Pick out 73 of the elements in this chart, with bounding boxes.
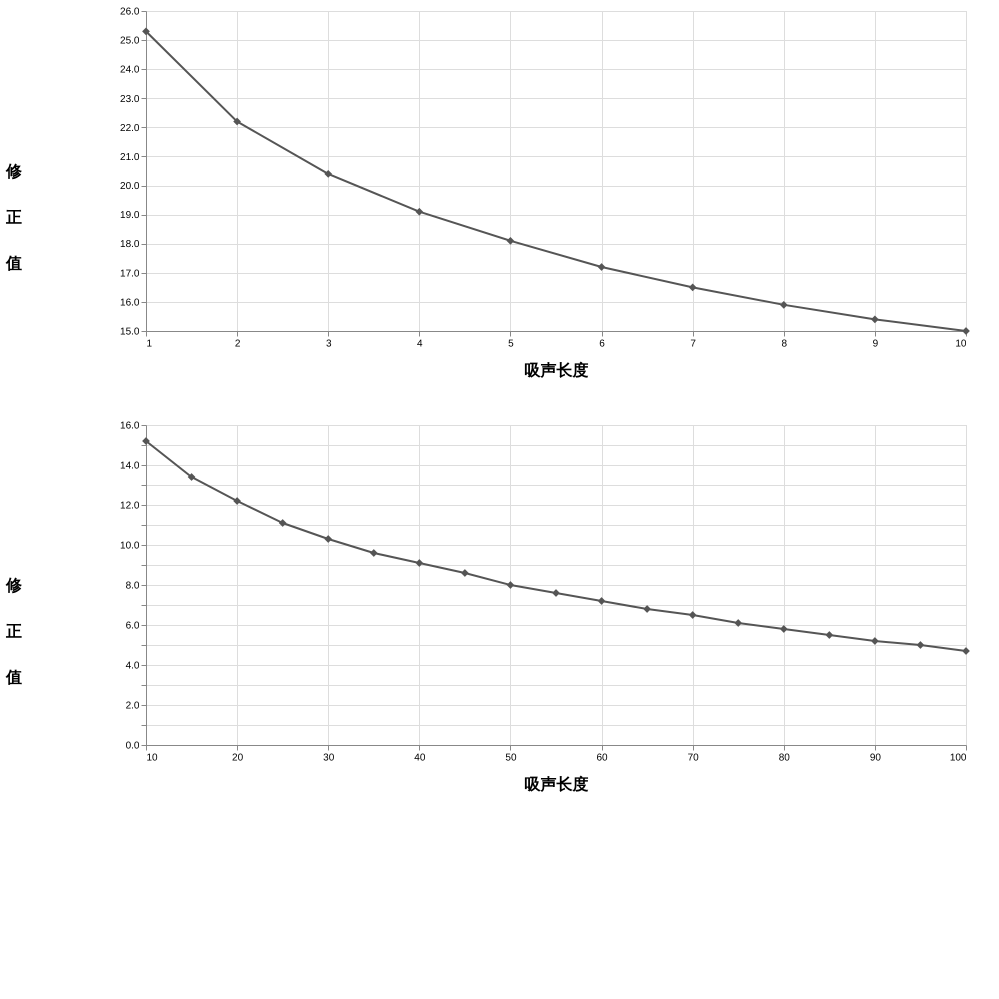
y-tick-label: 6.0	[126, 620, 140, 632]
x-tick-label: 5	[508, 338, 514, 350]
x-axis-title: 吸声长度	[524, 774, 588, 794]
y-tick-label: 0.0	[126, 740, 140, 752]
point	[324, 535, 332, 543]
x-tick-label: 7	[690, 338, 696, 350]
y-tick-label: 14.0	[120, 460, 140, 472]
x-tick-label: 10	[955, 338, 967, 350]
x-tick-label: 50	[505, 752, 517, 764]
y-tick-label: 26.0	[120, 6, 140, 18]
point	[780, 625, 788, 633]
text: 修正值	[6, 164, 22, 272]
x-tick-label: 20	[232, 752, 244, 764]
y-tick-label: 23.0	[120, 94, 140, 105]
point	[506, 581, 514, 589]
x-tick-label: 2	[234, 338, 241, 350]
x-tick-label: 60	[596, 752, 608, 764]
point	[552, 589, 560, 597]
text: 修正值	[6, 578, 22, 686]
y-tick-label: 19.0	[120, 210, 140, 222]
y-tick-label: 8.0	[126, 580, 140, 592]
x-tick-label: 90	[870, 752, 882, 764]
x-tick-label: 6	[599, 338, 606, 350]
x-tick-label: 10	[146, 752, 158, 764]
point	[734, 619, 742, 627]
point	[370, 549, 378, 557]
point	[688, 283, 697, 292]
y-tick-label: 12.0	[120, 500, 140, 512]
y-tick-label: 16.0	[120, 420, 140, 432]
y-tick-label: 21.0	[120, 152, 140, 163]
x-tick-label: 9	[872, 338, 879, 350]
point	[233, 118, 241, 126]
point	[871, 637, 879, 645]
point	[188, 473, 196, 481]
y-tick-label: 17.0	[120, 268, 140, 280]
y-tick-label: 2.0	[126, 700, 140, 712]
point	[278, 519, 287, 527]
x-tick-label: 100	[950, 752, 967, 764]
point	[415, 208, 424, 216]
x-tick-label: 3	[326, 338, 332, 350]
y-tick-label: 24.0	[120, 64, 140, 76]
point	[871, 315, 879, 324]
point	[324, 170, 332, 178]
y-tick-label: 25.0	[120, 36, 140, 47]
point	[506, 236, 514, 245]
y-tick-label: 10.0	[120, 540, 140, 552]
point	[825, 631, 834, 639]
x-axis-title: 吸声长度	[524, 360, 588, 380]
point	[962, 647, 970, 655]
point	[643, 605, 651, 613]
y-tick-label: 22.0	[120, 122, 140, 134]
y-tick-label: 16.0	[120, 297, 140, 308]
x-tick-label: 80	[778, 752, 790, 764]
x-tick-label: 70	[688, 752, 700, 764]
x-tick-label: 30	[323, 752, 335, 764]
point	[142, 27, 150, 36]
point	[598, 597, 606, 605]
y-tick-label: 18.0	[120, 239, 140, 250]
point	[780, 300, 788, 309]
y-tick-label: 4.0	[126, 660, 140, 672]
x-tick-label: 40	[414, 752, 426, 764]
x-tick-label: 1	[146, 338, 152, 350]
point	[916, 641, 924, 649]
point	[461, 569, 469, 577]
point	[415, 559, 424, 567]
point	[598, 263, 606, 271]
point	[233, 497, 241, 505]
point	[688, 611, 697, 619]
y-tick-label: 15.0	[120, 326, 140, 338]
x-tick-label: 4	[417, 338, 424, 350]
point	[142, 437, 150, 445]
x-tick-label: 8	[781, 338, 788, 350]
y-tick-label: 20.0	[120, 181, 140, 192]
